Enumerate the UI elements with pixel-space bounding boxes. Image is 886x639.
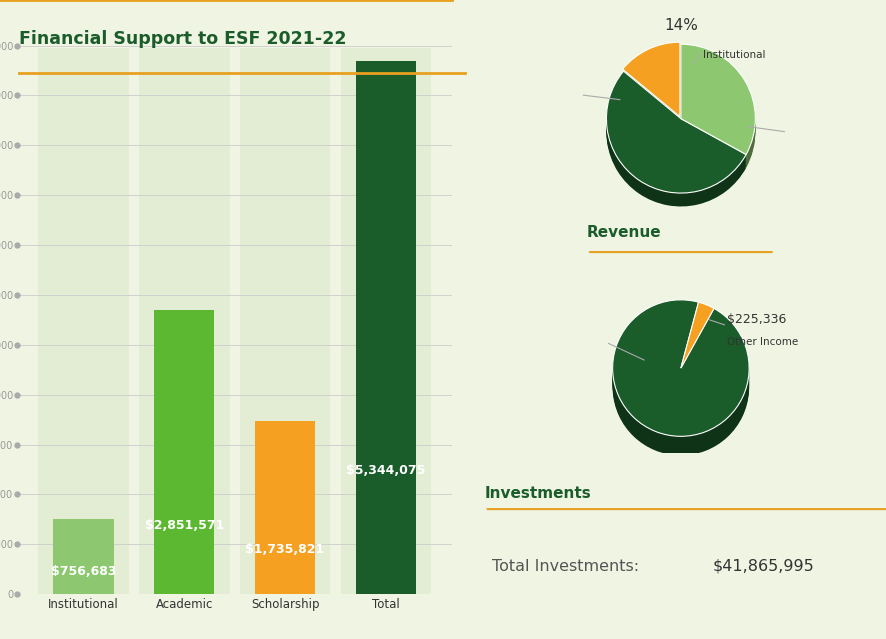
Wedge shape — [680, 309, 714, 376]
Wedge shape — [606, 77, 746, 199]
Wedge shape — [612, 309, 750, 445]
Wedge shape — [680, 56, 756, 167]
Wedge shape — [624, 58, 680, 132]
Bar — [139, 49, 229, 594]
Wedge shape — [612, 302, 750, 439]
Text: $5,753,537: $5,753,537 — [0, 638, 1, 639]
Text: $756,683: $756,683 — [51, 565, 116, 578]
Wedge shape — [680, 53, 756, 164]
Wedge shape — [612, 305, 750, 442]
Text: Scholarship: Scholarship — [0, 638, 1, 639]
Wedge shape — [680, 58, 756, 168]
Wedge shape — [680, 52, 756, 162]
Wedge shape — [612, 312, 750, 449]
Bar — [255, 421, 315, 594]
Wedge shape — [680, 305, 714, 371]
Wedge shape — [612, 319, 750, 456]
Bar — [355, 61, 416, 594]
Wedge shape — [624, 49, 680, 123]
Wedge shape — [680, 314, 714, 380]
Wedge shape — [624, 56, 680, 130]
Wedge shape — [680, 308, 714, 374]
Wedge shape — [612, 300, 750, 436]
Wedge shape — [612, 307, 750, 443]
Text: Total Investments:: Total Investments: — [493, 559, 640, 574]
Wedge shape — [680, 50, 756, 161]
Text: 33%: 33% — [0, 638, 1, 639]
Text: Institutional: Institutional — [703, 50, 766, 60]
Wedge shape — [612, 316, 750, 452]
Wedge shape — [680, 320, 714, 385]
Bar — [154, 310, 214, 594]
Wedge shape — [624, 48, 680, 122]
Wedge shape — [680, 55, 756, 165]
Text: $41,865,995: $41,865,995 — [712, 559, 814, 574]
Wedge shape — [612, 304, 750, 440]
Wedge shape — [606, 76, 746, 198]
Bar — [53, 519, 113, 594]
Text: Financial Support to ESF 2021-22: Financial Support to ESF 2021-22 — [19, 30, 347, 48]
Wedge shape — [680, 44, 756, 155]
Wedge shape — [612, 311, 750, 447]
Wedge shape — [606, 83, 746, 205]
Wedge shape — [606, 71, 746, 193]
Wedge shape — [680, 316, 714, 382]
Wedge shape — [624, 46, 680, 121]
Text: $2,851,571: $2,851,571 — [144, 519, 224, 532]
Text: $225,336: $225,336 — [727, 312, 787, 326]
Wedge shape — [606, 75, 746, 197]
Wedge shape — [624, 53, 680, 128]
Wedge shape — [680, 311, 714, 377]
Text: Contributions: Contributions — [0, 638, 1, 639]
Wedge shape — [612, 300, 750, 437]
Wedge shape — [612, 314, 750, 450]
Wedge shape — [612, 318, 750, 454]
Text: Revenue: Revenue — [587, 225, 662, 240]
Wedge shape — [623, 42, 680, 116]
Wedge shape — [606, 81, 746, 203]
Bar — [340, 49, 431, 594]
Wedge shape — [680, 306, 714, 372]
Wedge shape — [680, 45, 756, 155]
Wedge shape — [624, 50, 680, 125]
Bar — [240, 49, 330, 594]
Wedge shape — [680, 318, 714, 384]
Text: $5,344,075: $5,344,075 — [346, 464, 425, 477]
Wedge shape — [680, 302, 714, 368]
Text: Academic: Academic — [0, 638, 1, 639]
Bar — [38, 49, 128, 594]
Wedge shape — [606, 84, 746, 206]
Wedge shape — [624, 45, 680, 119]
Text: 53%: 53% — [0, 638, 1, 639]
Wedge shape — [606, 82, 746, 204]
Wedge shape — [680, 46, 756, 157]
Wedge shape — [680, 48, 756, 158]
Wedge shape — [624, 52, 680, 127]
Text: 14%: 14% — [664, 18, 698, 33]
Wedge shape — [606, 72, 746, 194]
Wedge shape — [680, 313, 714, 379]
Wedge shape — [624, 55, 680, 129]
Wedge shape — [606, 79, 746, 201]
Wedge shape — [680, 49, 756, 160]
Wedge shape — [606, 73, 746, 196]
Wedge shape — [680, 303, 714, 369]
Text: Investments: Investments — [485, 486, 591, 501]
Text: $1,735,821: $1,735,821 — [245, 543, 324, 556]
Wedge shape — [680, 321, 714, 387]
Text: Other Income: Other Income — [727, 337, 798, 348]
